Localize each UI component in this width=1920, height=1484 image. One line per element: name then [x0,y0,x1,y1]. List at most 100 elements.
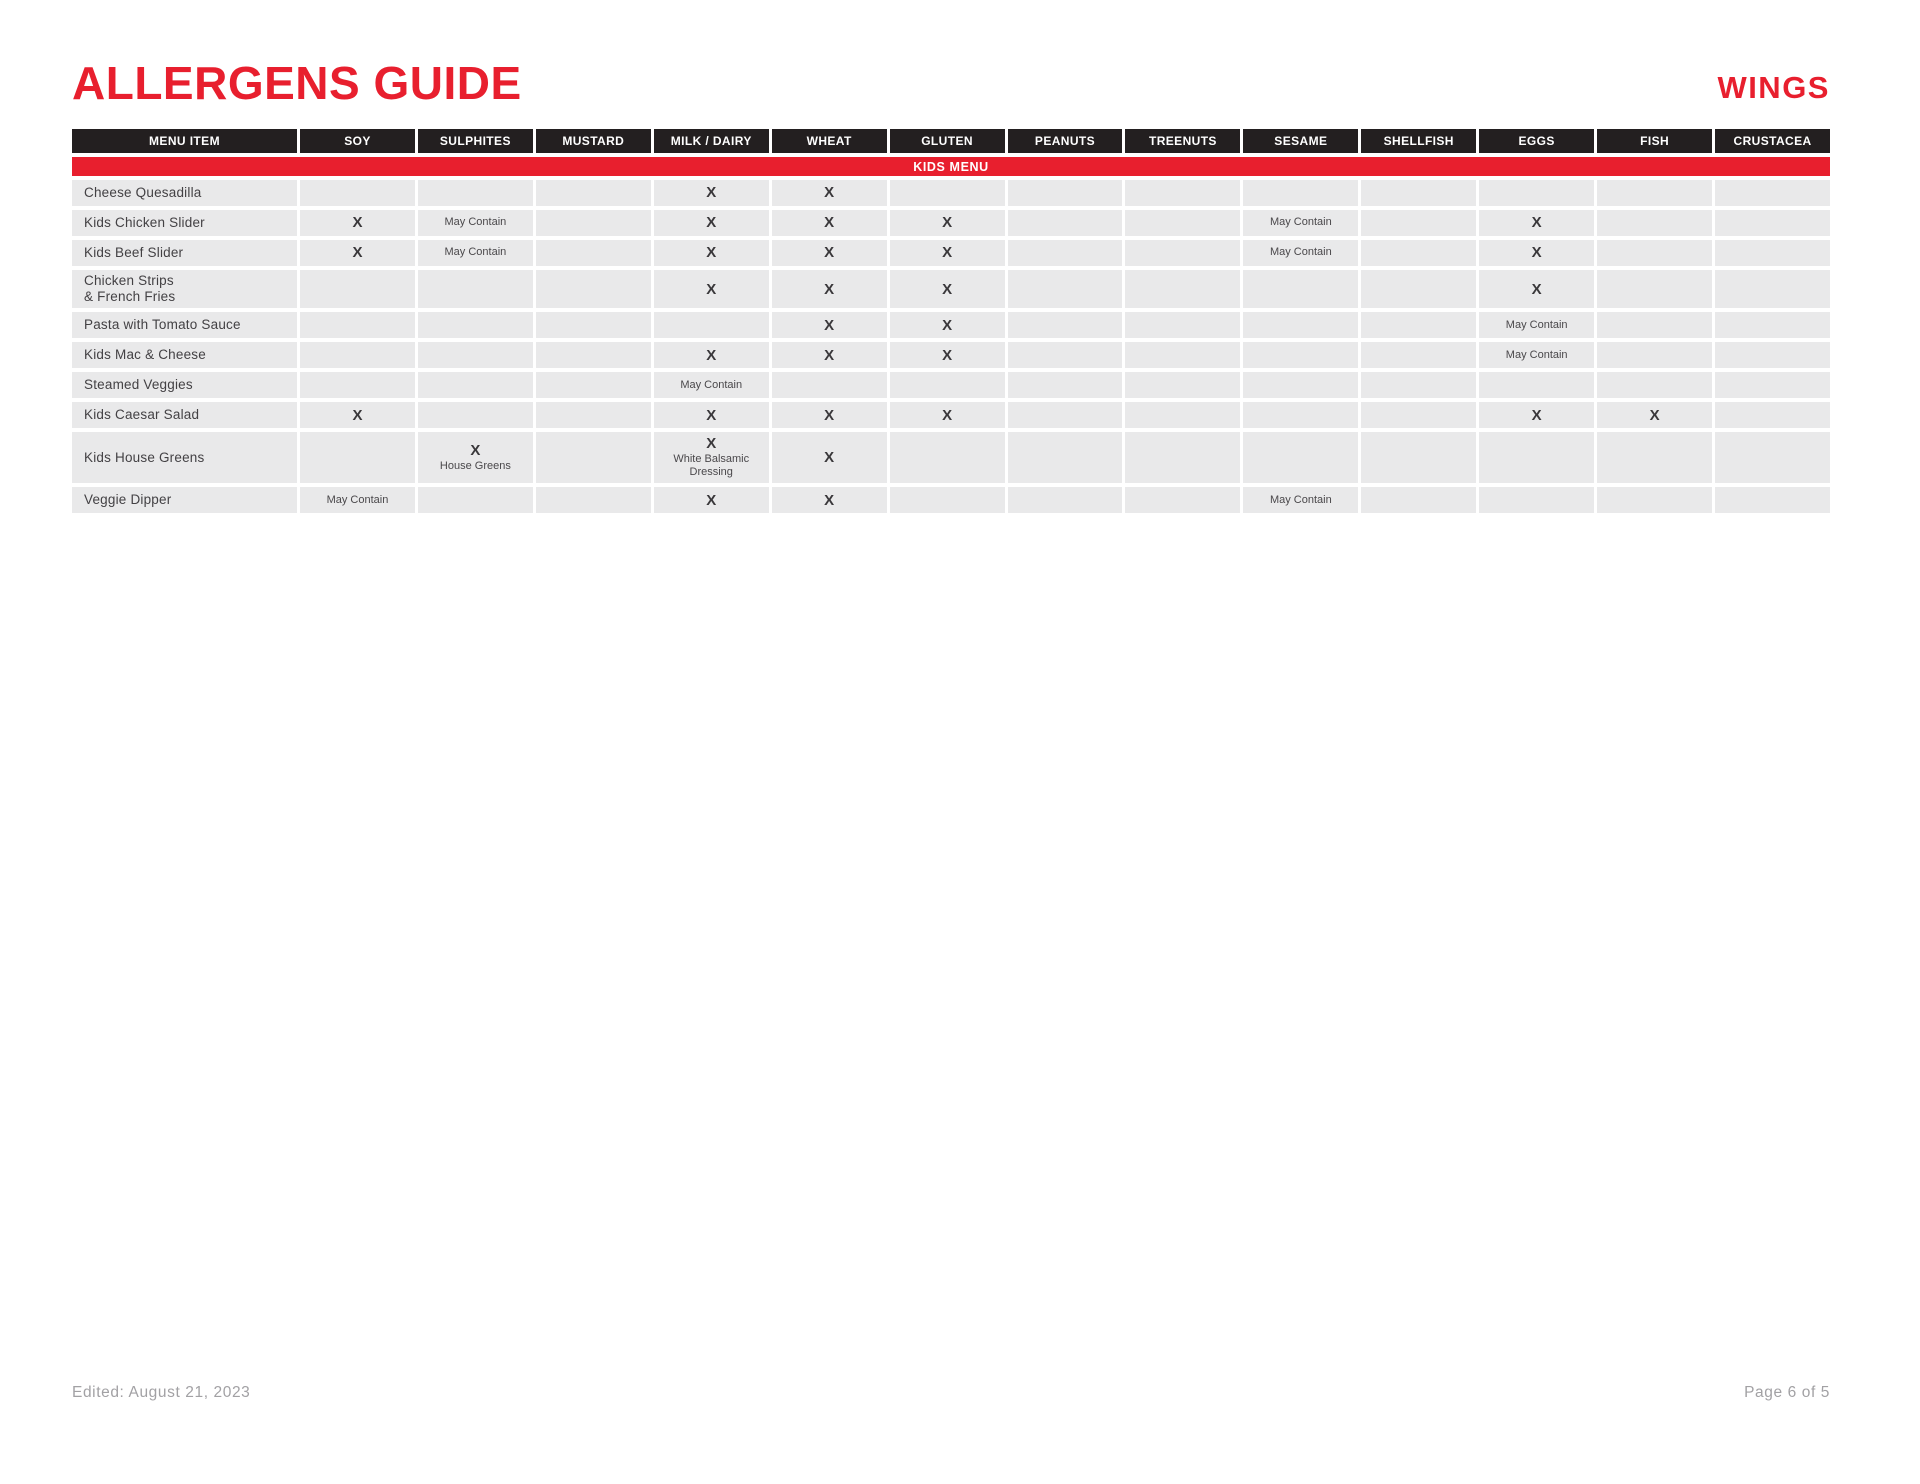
may-contain-label: May Contain [680,378,743,391]
allergen-cell [1125,180,1241,206]
allergen-cell: May Contain [1243,210,1359,236]
allergen-cell: X [300,210,415,236]
allergen-cell [417,312,533,339]
allergen-cell: X [1479,270,1595,309]
allergen-cell: May Contain [1479,312,1595,339]
allergen-cell: X [889,210,1005,236]
allergen-cell [300,432,415,484]
may-contain-label: May Contain [444,216,507,229]
contains-x-mark: X [1649,406,1660,424]
contains-x-mark: X [352,214,363,232]
allergen-cell [1597,210,1713,236]
column-header: SOY [300,129,415,153]
contains-x-mark: X [706,491,717,509]
wings-logo: WINGS [1717,70,1830,105]
contains-x-mark: X [942,244,953,262]
allergen-cell: X [771,240,887,266]
allergen-cell: X [653,270,769,309]
allergen-cell [1007,180,1123,206]
may-contain-label: May Contain [326,493,389,506]
column-header: MENU ITEM [72,129,297,153]
column-header: SULPHITES [417,129,533,153]
allergen-cell: May Contain [1479,342,1595,369]
allergen-cell: X [889,342,1005,369]
contains-x-mark: X [1531,214,1542,232]
allergen-cell: X White Balsamic Dressing [653,432,769,484]
allergen-cell [535,402,651,429]
allergen-cell [1243,270,1359,309]
column-header: MILK / DAIRY [653,129,769,153]
allergen-cell: X [1597,402,1713,429]
allergen-cell [1597,487,1713,514]
contains-x-mark: X [706,280,717,298]
page-title: ALLERGENS GUIDE [72,57,522,109]
allergen-cell [417,372,533,399]
column-header: EGGS [1479,129,1595,153]
ingredient-note: White Balsamic Dressing [673,452,750,479]
allergen-cell [1715,402,1830,429]
page-footer: Edited: August 21, 2023 Page 6 of 5 [72,1384,1830,1402]
allergen-cell: X [653,487,769,514]
allergen-cell [1361,372,1477,399]
allergen-cell [1597,372,1713,399]
menu-item-cell: Pasta with Tomato Sauce [72,312,297,339]
allergen-cell [300,180,415,206]
allergen-cell [1597,312,1713,339]
allergen-cell: May Contain [300,487,415,514]
column-header: FISH [1597,129,1713,153]
contains-x-mark: X [824,280,835,298]
contains-x-mark: X [352,244,363,262]
allergen-cell [535,487,651,514]
may-contain-label: May Contain [1505,318,1568,331]
allergen-cell [1715,240,1830,266]
allergen-cell: X [771,342,887,369]
allergen-cell [417,402,533,429]
allergen-cell: X [889,312,1005,339]
allergen-cell [535,312,651,339]
allergen-cell [1361,402,1477,429]
allergen-cell [771,372,887,399]
allergen-cell: X [771,402,887,429]
contains-x-mark: X [1531,280,1542,298]
allergen-cell [535,372,651,399]
allergen-cell [1597,432,1713,484]
allergen-cell [1715,312,1830,339]
column-header: MUSTARD [535,129,651,153]
menu-item-cell: Veggie Dipper [72,487,297,514]
allergen-cell [889,372,1005,399]
allergen-cell [1715,210,1830,236]
allergen-cell: X [771,312,887,339]
menu-item-cell: Kids House Greens [72,432,297,484]
allergen-cell [417,270,533,309]
may-contain-label: May Contain [1269,493,1332,506]
allergen-cell [1007,270,1123,309]
allergen-cell: X [653,180,769,206]
contains-x-mark: X [942,346,953,364]
allergen-cell [1243,180,1359,206]
section-banner: KIDS MENU [72,157,1830,176]
allergen-cell: X [1479,240,1595,266]
allergen-cell: X [653,342,769,369]
contains-x-mark: X [1531,406,1542,424]
allergen-cell [1125,432,1241,484]
allergen-cell [1597,270,1713,309]
allergen-cell [1361,180,1477,206]
allergen-cell [1007,372,1123,399]
allergen-cell: X [889,270,1005,309]
edited-date: Edited: August 21, 2023 [72,1384,251,1401]
allergen-cell [1361,312,1477,339]
allergen-table: MENU ITEM SOY SULPHITES MUSTARD MILK / DAIRY… [72,129,1830,514]
menu-item-cell: Kids Chicken Slider [72,210,297,236]
allergen-cell [1479,432,1595,484]
contains-x-mark: X [470,442,481,460]
page-number: Page 6 of 5 [1744,1384,1830,1401]
allergen-cell [1007,402,1123,429]
allergen-cell [1125,312,1241,339]
allergen-cell [1243,402,1359,429]
allergen-cell [1125,402,1241,429]
allergen-cell: X [653,402,769,429]
allergen-cell [417,342,533,369]
contains-x-mark: X [824,449,835,467]
contains-x-mark: X [824,244,835,262]
